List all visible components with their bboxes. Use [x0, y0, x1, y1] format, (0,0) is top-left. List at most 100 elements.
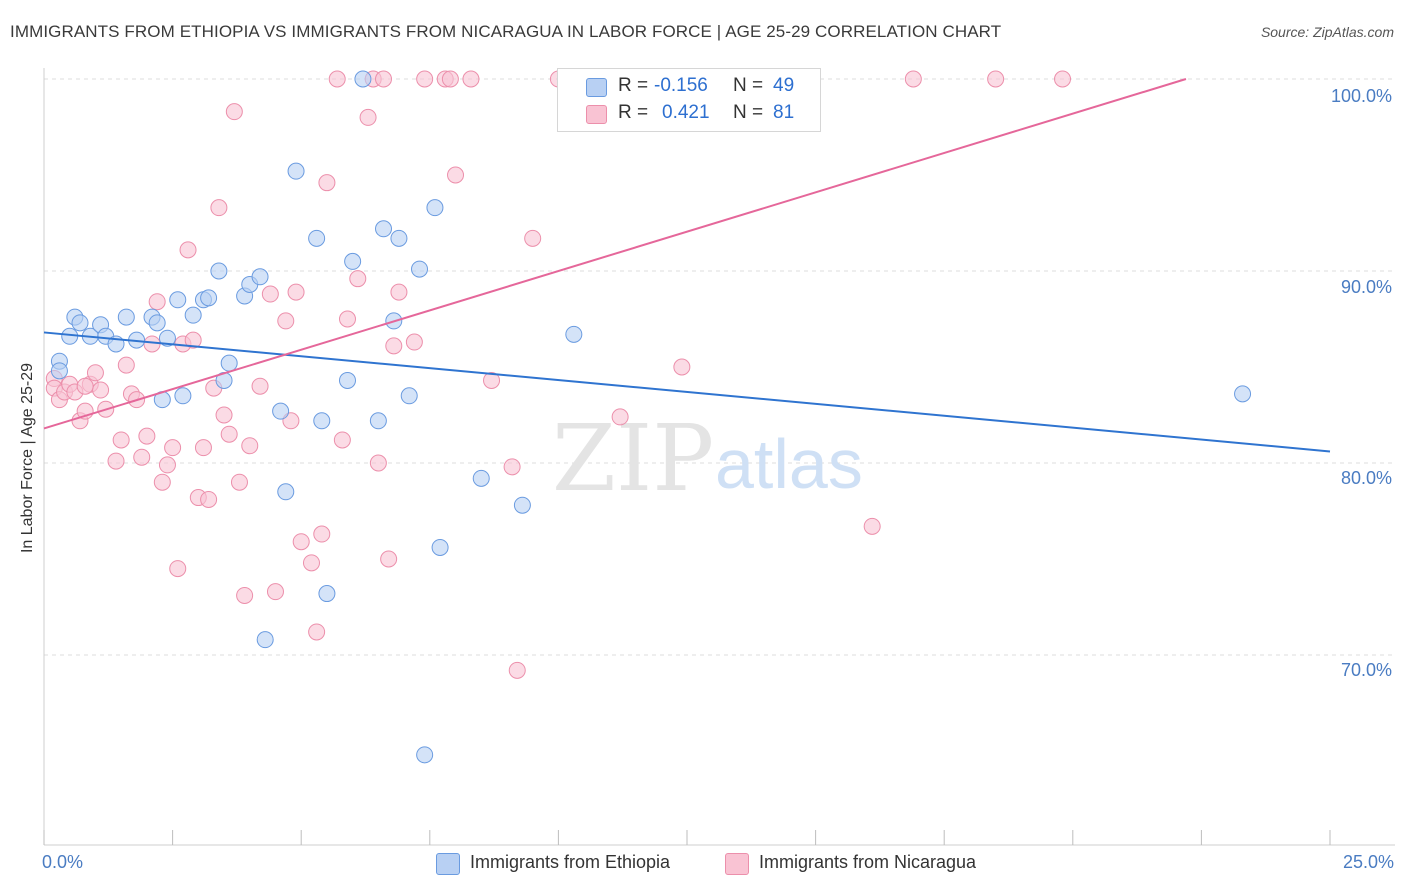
point-ethiopia [71, 314, 89, 332]
point-nicaragua [904, 70, 922, 88]
point-nicaragua [292, 533, 310, 551]
point-ethiopia [344, 252, 362, 270]
point-nicaragua [524, 229, 542, 247]
point-nicaragua [133, 448, 151, 466]
watermark: ZIP atlas [552, 405, 863, 512]
point-nicaragua [76, 377, 94, 395]
point-nicaragua [611, 408, 629, 426]
point-nicaragua [503, 458, 521, 476]
point-nicaragua [447, 166, 465, 184]
point-nicaragua [313, 525, 331, 543]
point-nicaragua [210, 199, 228, 217]
point-ethiopia [158, 329, 176, 347]
point-ethiopia [338, 371, 356, 389]
x-tick-label-max: 25.0% [1342, 852, 1394, 872]
watermark-atlas: atlas [715, 425, 863, 503]
point-nicaragua [369, 454, 387, 472]
axes-layer [43, 68, 1395, 846]
bottom-legend-swatch-ethiopia [436, 853, 460, 875]
point-nicaragua [138, 427, 156, 445]
point-nicaragua [215, 406, 233, 424]
source-label: Source: ZipAtlas.com [1260, 24, 1394, 40]
point-ethiopia [390, 229, 408, 247]
point-nicaragua [328, 70, 346, 88]
point-nicaragua [164, 439, 182, 457]
series-nicaragua [45, 70, 1072, 679]
point-nicaragua [308, 623, 326, 641]
x-tick-label-min: 0.0% [42, 852, 84, 872]
legend-n-value: 81 [773, 102, 795, 123]
point-nicaragua [107, 452, 125, 470]
point-ethiopia [513, 496, 531, 514]
point-nicaragua [462, 70, 480, 88]
legend-r-label: R = [618, 75, 649, 96]
series-ethiopia [50, 70, 1252, 764]
point-nicaragua [236, 586, 254, 604]
legend-r-value: -0.156 [654, 75, 708, 96]
bottom-legend-label-ethiopia: Immigrants from Ethiopia [470, 852, 671, 872]
point-nicaragua [380, 550, 398, 568]
legend-row-nicaragua: R = 0.421 N = 81 [558, 102, 820, 126]
point-ethiopia [277, 483, 295, 501]
bottom-legend-label-nicaragua: Immigrants from Nicaragua [759, 852, 977, 872]
point-ethiopia [251, 268, 269, 286]
y-tick-label-80: 80.0% [1340, 468, 1392, 488]
point-nicaragua [483, 371, 501, 389]
y-axis-label: In Labor Force | Age 25-29 [19, 362, 36, 554]
point-nicaragua [987, 70, 1005, 88]
chart-title: IMMIGRANTS FROM ETHIOPIA VS IMMIGRANTS F… [10, 22, 1002, 41]
point-nicaragua [359, 108, 377, 126]
legend-swatch-nicaragua [586, 105, 607, 124]
point-nicaragua [302, 554, 320, 572]
point-ethiopia [174, 387, 192, 405]
point-ethiopia [565, 325, 583, 343]
point-nicaragua [349, 270, 367, 288]
point-ethiopia [354, 70, 372, 88]
point-nicaragua [333, 431, 351, 449]
point-nicaragua [86, 364, 104, 382]
trend-layer [43, 78, 1331, 453]
point-nicaragua [416, 70, 434, 88]
watermark-zip: ZIP [552, 405, 714, 512]
legend-r-value: 0.421 [662, 102, 710, 123]
legend-n-label: N = [733, 75, 764, 96]
point-nicaragua [287, 283, 305, 301]
legend-n-value: 49 [773, 75, 795, 96]
point-nicaragua [225, 103, 243, 121]
point-nicaragua [117, 356, 135, 374]
point-ethiopia [426, 199, 444, 217]
point-ethiopia [416, 746, 434, 764]
point-nicaragua [390, 283, 408, 301]
point-nicaragua [441, 70, 459, 88]
point-ethiopia [148, 314, 166, 332]
point-ethiopia [400, 387, 418, 405]
point-nicaragua [375, 70, 393, 88]
point-nicaragua [179, 241, 197, 259]
bottom-legend-swatch-nicaragua [725, 853, 749, 875]
point-ethiopia [308, 229, 326, 247]
y-tick-label-70: 70.0% [1340, 660, 1392, 680]
point-ethiopia [184, 306, 202, 324]
point-nicaragua [112, 431, 130, 449]
point-nicaragua [148, 293, 166, 311]
trendline-ethiopia [43, 331, 1331, 453]
point-ethiopia [117, 308, 135, 326]
point-nicaragua [673, 358, 691, 376]
point-nicaragua [338, 310, 356, 328]
legend-r-label: R = [618, 102, 649, 123]
point-nicaragua [230, 473, 248, 491]
y-tick-label-100: 100.0% [1330, 86, 1392, 106]
point-ethiopia [220, 354, 238, 372]
point-ethiopia [287, 162, 305, 180]
point-nicaragua [92, 381, 110, 399]
trendline-nicaragua [43, 78, 1187, 430]
point-ethiopia [1234, 385, 1252, 403]
legend-n-label: N = [733, 102, 764, 123]
point-nicaragua [158, 456, 176, 474]
point-ethiopia [50, 362, 68, 380]
point-ethiopia [411, 260, 429, 278]
point-nicaragua [251, 377, 269, 395]
point-ethiopia [169, 291, 187, 309]
point-nicaragua [1054, 70, 1072, 88]
